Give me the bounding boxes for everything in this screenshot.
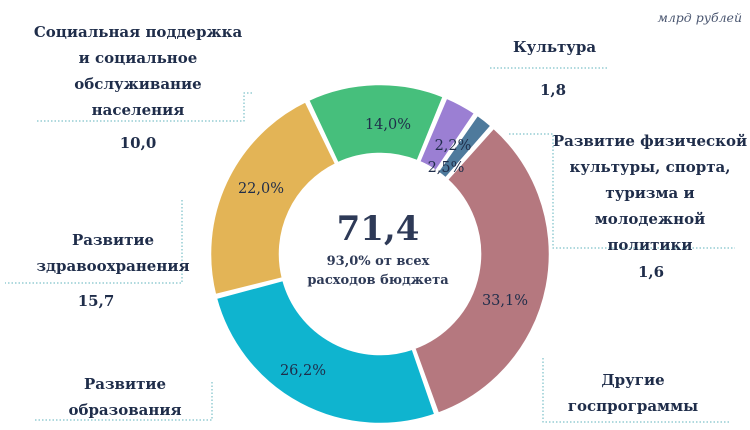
category-label-2: Другие госпрограммы xyxy=(568,371,698,415)
percent-label-3: 26,2% xyxy=(280,363,326,379)
category-label-1-line-0: Развитие физической xyxy=(553,132,747,150)
value-label-0: 1,8 xyxy=(540,81,566,99)
slice-3 xyxy=(214,278,438,426)
center-total: 71,4 xyxy=(337,209,420,249)
center-subtitle-line-2: расходов бюджета xyxy=(307,273,449,288)
category-label-1-line-3: молодежной xyxy=(595,210,705,228)
category-label-0: Культура xyxy=(513,38,596,56)
leader-line-4 xyxy=(5,200,183,284)
category-label-3-line-0: Развитие xyxy=(84,375,166,393)
category-labels: Культура Развитие физической культуры, спо… xyxy=(34,23,747,419)
slices-group xyxy=(208,82,552,426)
percent-label-1: 2,5% xyxy=(428,160,465,176)
category-label-5-line-2: обслуживание xyxy=(74,75,201,93)
category-label-5-line-1: и социальное xyxy=(79,49,198,67)
category-label-4: Развитие здравоохранения xyxy=(36,231,189,275)
leader-line-5 xyxy=(35,92,252,122)
slice-0 xyxy=(417,95,477,173)
category-label-2-line-0: Другие xyxy=(601,371,664,389)
leader-line-1 xyxy=(509,133,735,249)
category-label-1-line-2: туризма и xyxy=(605,184,694,202)
value-label-1: 1,6 xyxy=(638,263,664,281)
slice-5 xyxy=(306,82,446,166)
percent-labels: 2,2% 2,5% 33,1% 26,2% 22,0% 14,0% xyxy=(238,117,528,379)
leader-lines xyxy=(5,67,735,423)
slice-4 xyxy=(208,99,338,297)
slice-1 xyxy=(435,112,494,181)
category-label-4-line-1: здравоохранения xyxy=(36,257,189,275)
category-label-1-line-4: политики xyxy=(607,236,692,254)
category-label-5-line-0: Социальная поддержка xyxy=(34,23,243,41)
center-subtitle-line-1: 93,0% от всех xyxy=(327,254,430,269)
category-label-5-line-3: населения xyxy=(92,101,185,119)
category-label-0-line-0: Культура xyxy=(513,38,596,56)
value-labels: 1,8 1,6 15,7 10,0 xyxy=(78,81,664,310)
percent-label-5: 14,0% xyxy=(365,117,411,133)
percent-label-2: 33,1% xyxy=(482,293,528,309)
category-label-3: Развитие образования xyxy=(68,375,181,419)
value-label-4: 15,7 xyxy=(78,292,115,310)
category-label-1-line-1: культуры, спорта, xyxy=(570,158,731,176)
percent-label-0: 2,2% xyxy=(435,138,472,154)
category-label-3-line-1: образования xyxy=(68,401,181,419)
slice-2 xyxy=(412,125,552,416)
category-label-5: Социальная поддержка и социальное обслужив… xyxy=(34,23,243,119)
unit-label: млрд рублей xyxy=(657,10,742,25)
value-label-5: 10,0 xyxy=(120,134,157,152)
category-label-1: Развитие физической культуры, спорта, тури… xyxy=(553,132,747,254)
category-label-2-line-1: госпрограммы xyxy=(568,397,698,415)
category-label-4-line-0: Развитие xyxy=(72,231,154,249)
percent-label-4: 22,0% xyxy=(238,181,284,197)
leader-line-2 xyxy=(542,358,730,423)
